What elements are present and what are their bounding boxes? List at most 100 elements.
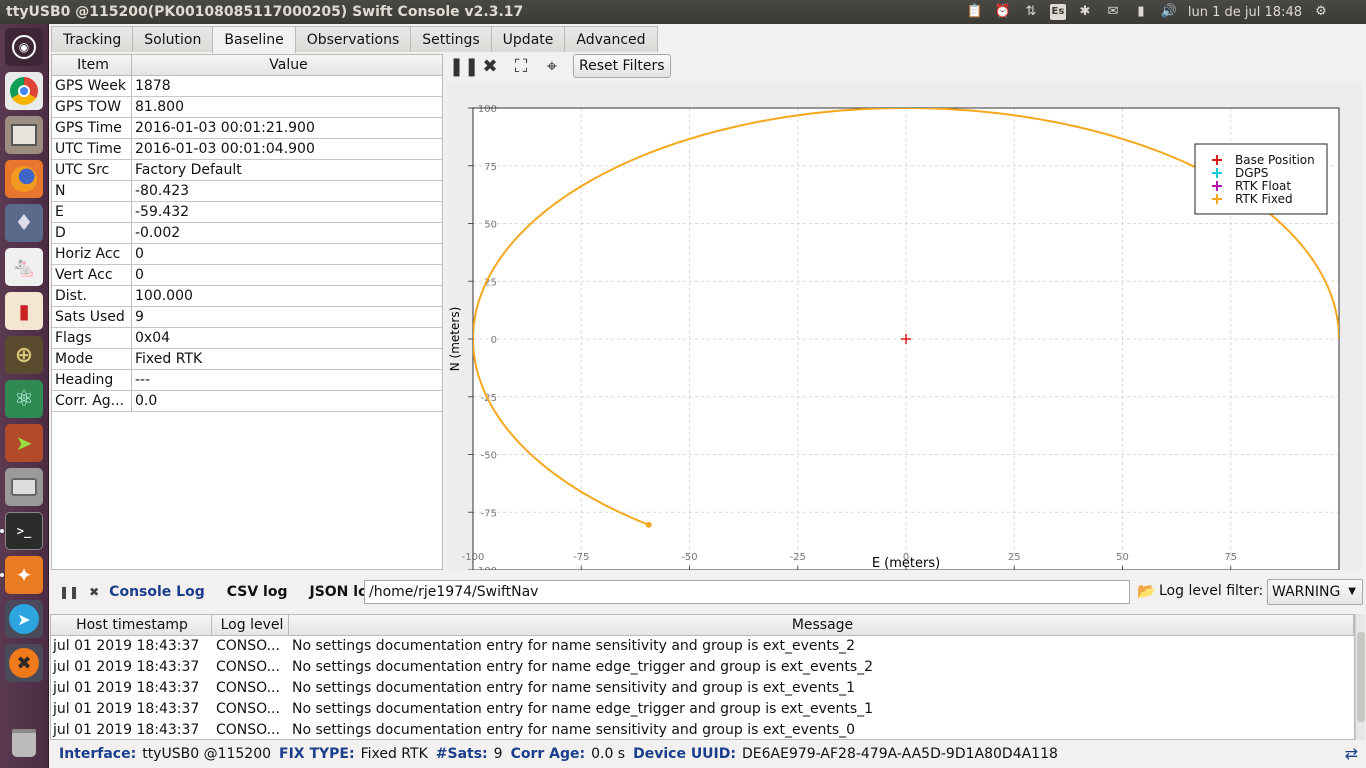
row-item: GPS TOW bbox=[52, 97, 132, 117]
popcorn-time-icon[interactable]: ▮ bbox=[5, 292, 43, 330]
log-message: No settings documentation entry for name… bbox=[292, 638, 856, 654]
y-axis-label: N (meters) bbox=[448, 307, 462, 372]
tab-solution[interactable]: Solution bbox=[132, 26, 214, 52]
tab-settings[interactable]: Settings bbox=[410, 26, 492, 52]
tab-json-log[interactable]: JSON log bbox=[309, 584, 378, 600]
ubuntu-dash-icon[interactable]: ◉ bbox=[5, 28, 43, 66]
system-tray: 📋 ⏰ ⇅ Es ✱ ✉ ▮ 🔊 lun 1 de jul 18:48 ⚙ bbox=[966, 4, 1366, 20]
row-item: UTC Src bbox=[52, 160, 132, 180]
crossover-icon[interactable]: ✖ bbox=[5, 644, 43, 682]
table-row[interactable]: Dist. 100.000 bbox=[52, 286, 442, 307]
pause-icon[interactable]: ❚❚ bbox=[449, 55, 480, 77]
table-row[interactable]: Mode Fixed RTK bbox=[52, 349, 442, 370]
battery-icon[interactable]: ▮ bbox=[1137, 4, 1145, 19]
tab-tracking[interactable]: Tracking bbox=[51, 26, 134, 52]
console-log-table: Host timestamp Log level Message jul 01 … bbox=[50, 614, 1355, 740]
terminal-icon[interactable]: >_ bbox=[5, 512, 43, 550]
running-indicator bbox=[0, 573, 4, 577]
tab-baseline[interactable]: Baseline bbox=[212, 26, 296, 53]
header-log-level[interactable]: Log level bbox=[212, 615, 289, 635]
table-body: GPS Week 1878 GPS TOW 81.800 GPS Time 2016-01… bbox=[52, 76, 442, 412]
table-row[interactable]: Flags 0x04 bbox=[52, 328, 442, 349]
log-row[interactable]: jul 01 2019 18:43:37 CONSO... No settings … bbox=[51, 699, 1354, 720]
header-value[interactable]: Value bbox=[269, 57, 308, 73]
fit-zoom-icon[interactable]: ⛶ bbox=[514, 55, 528, 77]
tab-observations[interactable]: Observations bbox=[294, 26, 412, 52]
device-uuid-label: Device UUID: bbox=[633, 746, 736, 762]
jdownloader-icon[interactable]: ➤ bbox=[5, 424, 43, 462]
row-item: UTC Time bbox=[52, 139, 132, 159]
tab-update[interactable]: Update bbox=[490, 26, 566, 52]
mouse-app-icon[interactable]: 🐁 bbox=[5, 248, 43, 286]
target-app-icon[interactable]: ⊕ bbox=[5, 336, 43, 374]
tab-console-log[interactable]: Console Log bbox=[109, 584, 205, 600]
log-row[interactable]: jul 01 2019 18:43:37 CONSO... No settings … bbox=[51, 720, 1354, 739]
table-row[interactable]: N -80.423 bbox=[52, 181, 442, 202]
table-row[interactable]: GPS Time 2016-01-03 00:01:21.900 bbox=[52, 118, 442, 139]
header-item[interactable]: Item bbox=[52, 55, 132, 75]
interface-value: ttyUSB0 @115200 bbox=[142, 746, 272, 762]
log-row[interactable]: jul 01 2019 18:43:37 CONSO... No settings … bbox=[51, 636, 1354, 657]
sublime-text-icon[interactable]: ✦ bbox=[5, 556, 43, 594]
network-transfer-icon[interactable]: ⇅ bbox=[1025, 4, 1037, 19]
pause-log-icon[interactable]: ❚❚ bbox=[59, 585, 80, 599]
log-level: CONSO... bbox=[216, 680, 280, 696]
folder-icon[interactable]: 📂 bbox=[1137, 582, 1156, 600]
row-value: Fixed RTK bbox=[135, 351, 203, 367]
table-row[interactable]: Corr. Ag... 0.0 bbox=[52, 391, 442, 412]
clock[interactable]: lun 1 de jul 18:48 bbox=[1187, 4, 1302, 20]
ethereum-wallet-icon[interactable]: ♦ bbox=[5, 204, 43, 242]
chrome-icon[interactable] bbox=[5, 72, 43, 110]
sats-value: 9 bbox=[493, 746, 503, 762]
legend-label: Base Position bbox=[1235, 153, 1315, 167]
crosshair-icon[interactable]: ⌖ bbox=[546, 55, 558, 77]
table-row[interactable]: UTC Time 2016-01-03 00:01:04.900 bbox=[52, 139, 442, 160]
refresh-icon[interactable]: ⇄ bbox=[1344, 744, 1358, 763]
table-row[interactable]: UTC Src Factory Default bbox=[52, 160, 442, 181]
reset-filters-button[interactable]: Reset Filters bbox=[573, 54, 671, 78]
firefox-icon[interactable] bbox=[5, 160, 43, 198]
trash-icon[interactable] bbox=[5, 724, 43, 762]
row-value: 0.0 bbox=[135, 393, 158, 409]
running-indicator bbox=[0, 529, 4, 533]
telegram-icon[interactable]: ➤ bbox=[5, 600, 43, 638]
table-row[interactable]: GPS TOW 81.800 bbox=[52, 97, 442, 118]
plot-svg: -100-75-50-250255075-100-75-50-250255075… bbox=[448, 104, 1340, 570]
log-path-input[interactable]: /home/rje1974/SwiftNav bbox=[364, 580, 1130, 604]
scrollbar-thumb[interactable] bbox=[1357, 632, 1365, 722]
tab-advanced[interactable]: Advanced bbox=[564, 26, 658, 52]
table-row[interactable]: Sats Used 9 bbox=[52, 307, 442, 328]
log-scrollbar[interactable] bbox=[1355, 614, 1365, 740]
baseline-plot[interactable]: -100-75-50-250255075-100-75-50-250255075… bbox=[447, 82, 1362, 570]
power-gear-icon[interactable]: ⚙ bbox=[1315, 4, 1327, 19]
table-row[interactable]: GPS Week 1878 bbox=[52, 76, 442, 97]
fix-type-label: FIX TYPE: bbox=[279, 746, 355, 762]
tab-csv-log[interactable]: CSV log bbox=[226, 584, 288, 600]
files-manager-icon[interactable] bbox=[5, 116, 43, 154]
atom-editor-icon[interactable]: ⚛ bbox=[5, 380, 43, 418]
mail-icon[interactable]: ✉ bbox=[1107, 4, 1119, 19]
bluetooth-icon[interactable]: ✱ bbox=[1079, 4, 1091, 19]
y-tick-label: 75 bbox=[484, 162, 497, 173]
clipboard-icon[interactable]: 📋 bbox=[966, 4, 984, 19]
table-row[interactable]: Heading --- bbox=[52, 370, 442, 391]
alarm-clock-icon[interactable]: ⏰ bbox=[994, 4, 1012, 19]
table-row[interactable]: E -59.432 bbox=[52, 202, 442, 223]
header-message[interactable]: Message bbox=[289, 615, 1354, 635]
keyboard-layout-indicator[interactable]: Es bbox=[1049, 4, 1066, 20]
header-host-timestamp[interactable]: Host timestamp bbox=[51, 615, 212, 635]
table-row[interactable]: Horiz Acc 0 bbox=[52, 244, 442, 265]
log-timestamp: jul 01 2019 18:43:37 bbox=[53, 659, 200, 675]
row-value: -80.423 bbox=[135, 183, 190, 199]
table-row[interactable]: Vert Acc 0 bbox=[52, 265, 442, 286]
row-item: D bbox=[52, 223, 132, 243]
table-row[interactable]: D -0.002 bbox=[52, 223, 442, 244]
volume-icon[interactable]: 🔊 bbox=[1160, 4, 1178, 19]
disk-drive-icon[interactable] bbox=[5, 468, 43, 506]
log-row[interactable]: jul 01 2019 18:43:37 CONSO... No settings … bbox=[51, 657, 1354, 678]
log-message: No settings documentation entry for name… bbox=[292, 680, 856, 696]
clear-log-icon[interactable]: ✖ bbox=[89, 585, 100, 599]
log-row[interactable]: jul 01 2019 18:43:37 CONSO... No settings … bbox=[51, 678, 1354, 699]
log-level-select[interactable]: WARNING ▼ bbox=[1267, 579, 1363, 605]
close-icon[interactable]: ✖ bbox=[482, 55, 498, 77]
